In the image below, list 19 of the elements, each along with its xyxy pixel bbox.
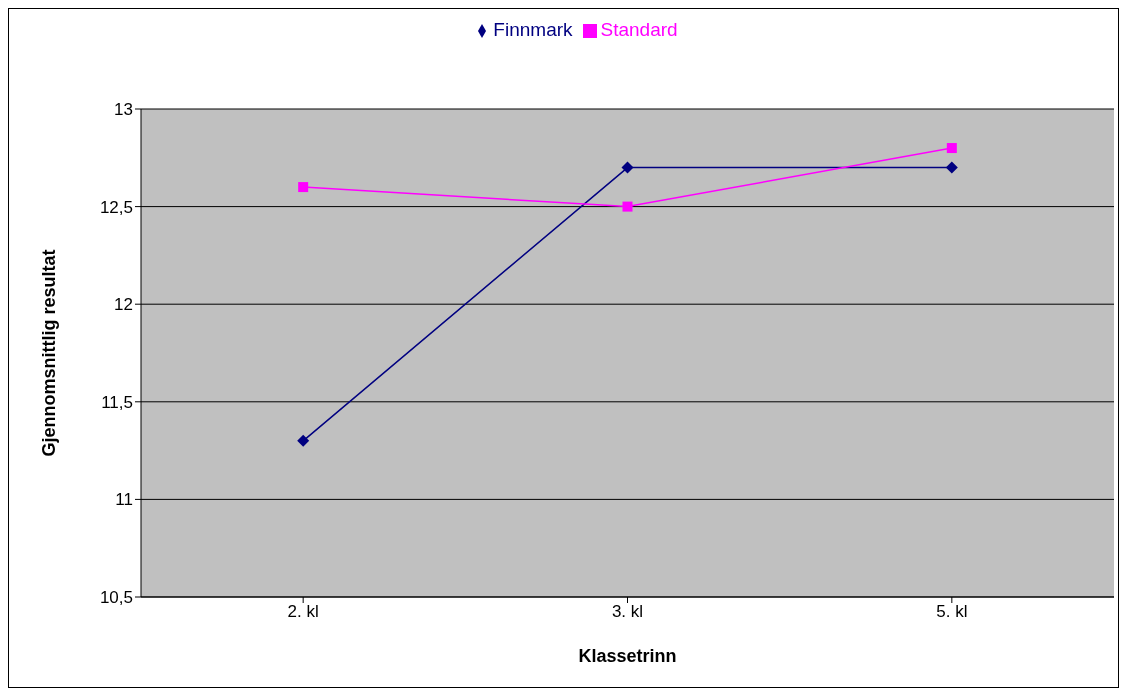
point (297, 434, 310, 447)
legend-label: Finnmark (493, 19, 573, 40)
y-tick-label: 13 (114, 100, 133, 120)
x-axis-title: Klassetrinn (578, 646, 677, 666)
y-tick-label: 12 (114, 295, 133, 315)
x-tick-label: 5. kl (936, 602, 968, 622)
point (946, 143, 957, 154)
y-axis-title: Gjennomsnittlig resultat (39, 249, 60, 457)
y-tick-label: 10,5 (99, 588, 133, 608)
point (298, 182, 309, 193)
legend-label: Standard (600, 19, 678, 40)
point (945, 161, 958, 174)
point (621, 161, 634, 174)
x-tick-label: 3. kl (611, 602, 644, 622)
y-tick-label: 11,5 (101, 392, 133, 412)
y-tick-label: 11 (115, 490, 133, 510)
point (622, 201, 633, 212)
y-tick-label: 12,5 (99, 197, 133, 217)
x-tick-label: 2. kl (287, 602, 319, 622)
